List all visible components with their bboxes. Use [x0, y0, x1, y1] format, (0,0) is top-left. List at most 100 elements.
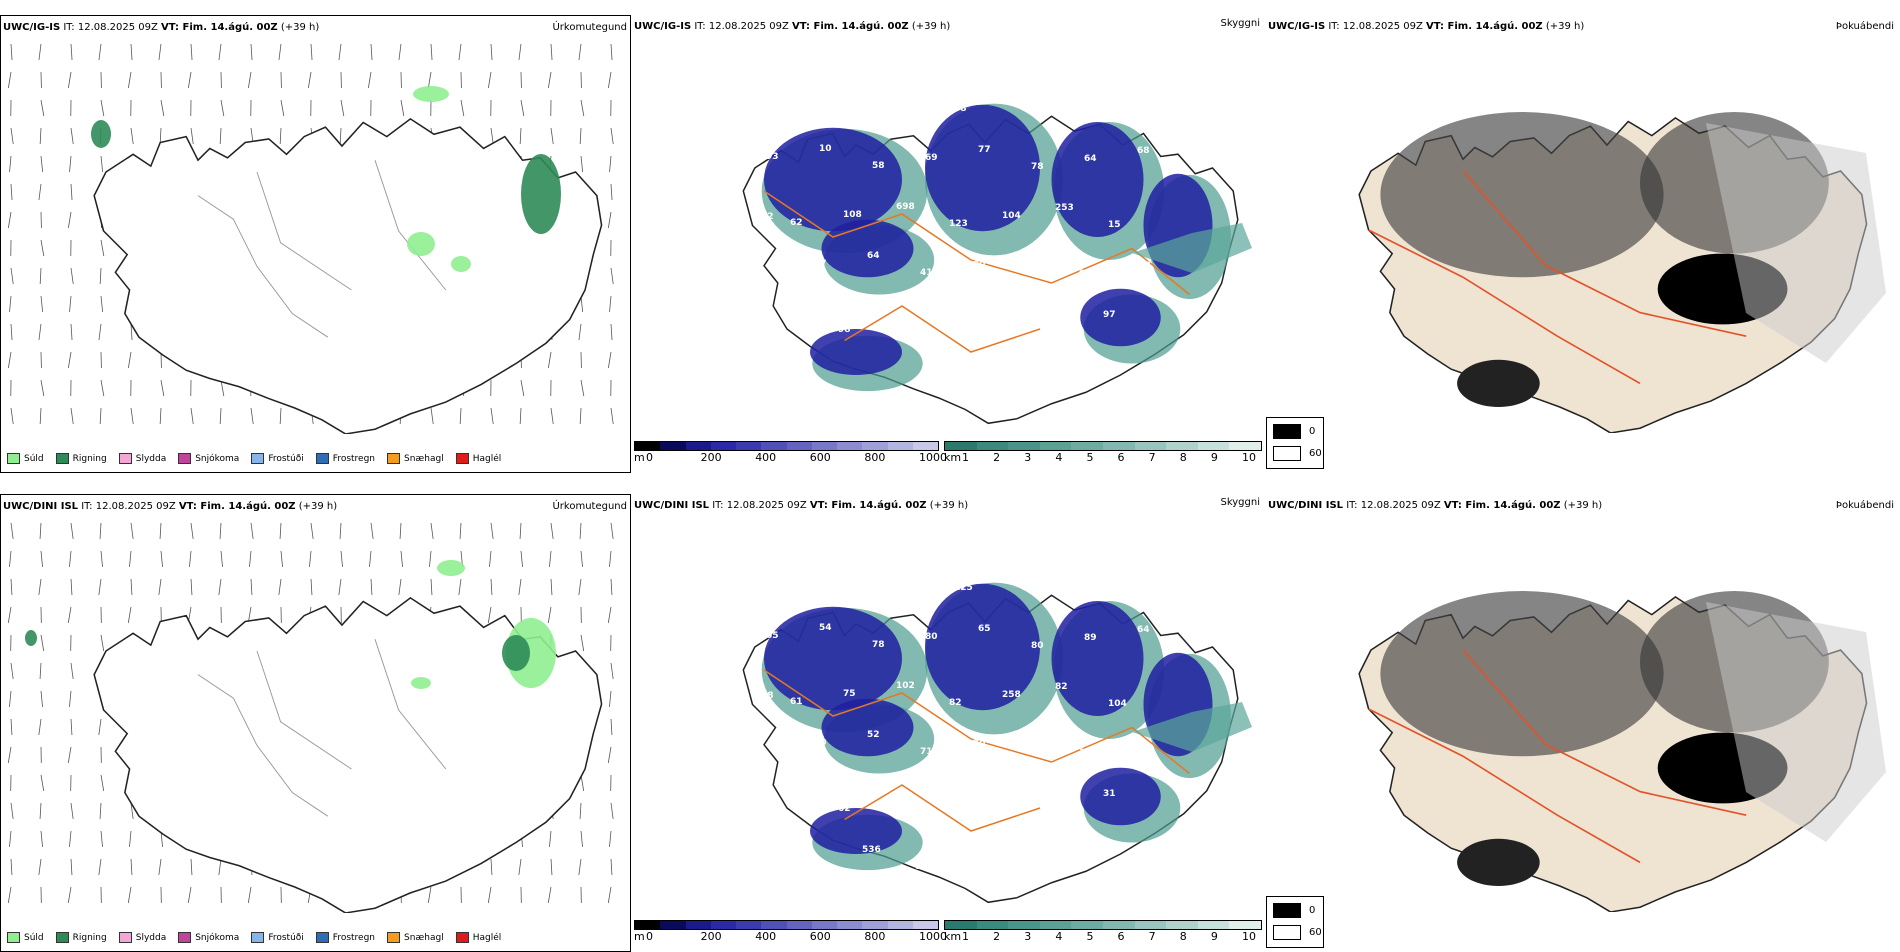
wind-barb [459, 579, 461, 595]
fog-legend-swatch [1273, 925, 1301, 940]
panel-title: UWC/IG-IS IT: 12.08.2025 09Z VT: Fim. 14… [3, 22, 319, 33]
wind-barb [611, 324, 612, 340]
fog-map [1266, 33, 1897, 433]
colorbar-step [862, 442, 887, 450]
legend-label: Súld [24, 454, 44, 464]
colorbar-step [660, 921, 685, 929]
wind-barb [548, 887, 551, 903]
colorbar-step [1229, 921, 1261, 929]
ceiling-label: 146 [901, 566, 920, 576]
wind-barb [548, 72, 551, 88]
ceiling-label: 75 [843, 689, 856, 699]
wind-barb [69, 831, 71, 847]
ceiling-label: 93 [766, 152, 779, 162]
wind-barb [101, 296, 103, 312]
wind-barb [488, 607, 491, 623]
ceiling-label: 65 [978, 624, 991, 634]
colorbar-step [888, 442, 913, 450]
wind-barb [11, 408, 13, 424]
wind-barb [101, 831, 103, 847]
wind-barb [9, 551, 11, 567]
colorbar-step [1103, 921, 1135, 929]
fog-legend-label: 0 [1309, 426, 1315, 437]
colorbar-unit: m [634, 930, 645, 943]
wind-barb [581, 156, 583, 172]
fog-area [1380, 112, 1663, 277]
wind-barb [399, 44, 401, 60]
legend-item: Snæhagl [387, 453, 444, 464]
ceiling-label: 64 [867, 251, 880, 261]
wind-barb [251, 408, 253, 424]
fog-area [1457, 839, 1540, 886]
colorbar-step [686, 442, 711, 450]
colorbar-tick: 8 [1180, 451, 1187, 464]
legend-swatch [7, 453, 20, 464]
ceiling-area [1052, 601, 1144, 716]
visibility-map: 1488188696860617593105869777864686210869… [632, 33, 1263, 433]
ceiling-label: 124 [891, 317, 910, 327]
wind-barb [11, 663, 13, 679]
wind-barb [40, 268, 41, 284]
wind-barb [161, 380, 164, 396]
wind-barb [428, 72, 431, 88]
legend-label: Frostúði [268, 454, 303, 464]
colorbar-step [1166, 921, 1198, 929]
colorbar-step [635, 921, 660, 929]
ceiling-area [764, 128, 902, 232]
wind-barb [519, 859, 521, 875]
wind-barb [41, 691, 43, 707]
ceiling-label: 218 [785, 253, 804, 263]
legend-item: Frostregn [316, 453, 375, 464]
panel-tag: Þokuábendi [1836, 500, 1894, 511]
ceiling-label: 82 [949, 698, 962, 708]
ceiling-label: 48 [761, 691, 774, 701]
wind-barb [8, 747, 11, 763]
wind-barb [128, 352, 131, 368]
colorbar-step [1008, 921, 1040, 929]
wind-barb [579, 859, 581, 875]
wind-barb [579, 324, 581, 340]
colorbar-step [686, 921, 711, 929]
wind-barb [41, 635, 44, 651]
colorbar-tick: 5 [1086, 930, 1093, 943]
colorbar-step [1040, 442, 1072, 450]
ceiling-label: 81 [795, 103, 808, 113]
legend-label: Slydda [136, 933, 166, 943]
wind-barb [279, 579, 281, 595]
wind-barb [8, 352, 11, 368]
colorbar-step [913, 442, 938, 450]
wind-barb [39, 579, 41, 595]
colorbar-step [837, 442, 862, 450]
wind-barb [431, 579, 432, 595]
wind-barb [71, 128, 73, 144]
legend-item: Frostregn [316, 932, 375, 943]
ceiling-label: 55 [785, 732, 798, 742]
wind-barb [609, 691, 611, 707]
wind-barb [608, 607, 611, 623]
ceiling-label: 68 [1137, 146, 1150, 156]
wind-barb [280, 523, 281, 539]
ceiling-label: 133 [1050, 797, 1069, 807]
wind-barb [608, 72, 611, 88]
wind-barb [401, 551, 403, 567]
wind-barb [11, 268, 13, 284]
ceiling-label: 78 [1031, 162, 1044, 172]
wind-barb [128, 72, 131, 88]
legend-item: Rigning [56, 453, 107, 464]
wind-barb [220, 523, 221, 539]
legend-item: Snæhagl [387, 932, 444, 943]
colorbar-step [787, 442, 812, 450]
legend-label: Haglél [473, 454, 502, 464]
ceiling-label: 61 [1060, 88, 1073, 98]
wind-barb [339, 44, 341, 60]
wind-barb [161, 551, 163, 567]
ceiling-label: 123 [949, 219, 968, 229]
legend-swatch [387, 453, 400, 464]
colorbar-step [1103, 442, 1135, 450]
ceiling-label: 89 [1084, 633, 1097, 643]
legend-swatch [178, 453, 191, 464]
colorbar-step [1071, 442, 1103, 450]
